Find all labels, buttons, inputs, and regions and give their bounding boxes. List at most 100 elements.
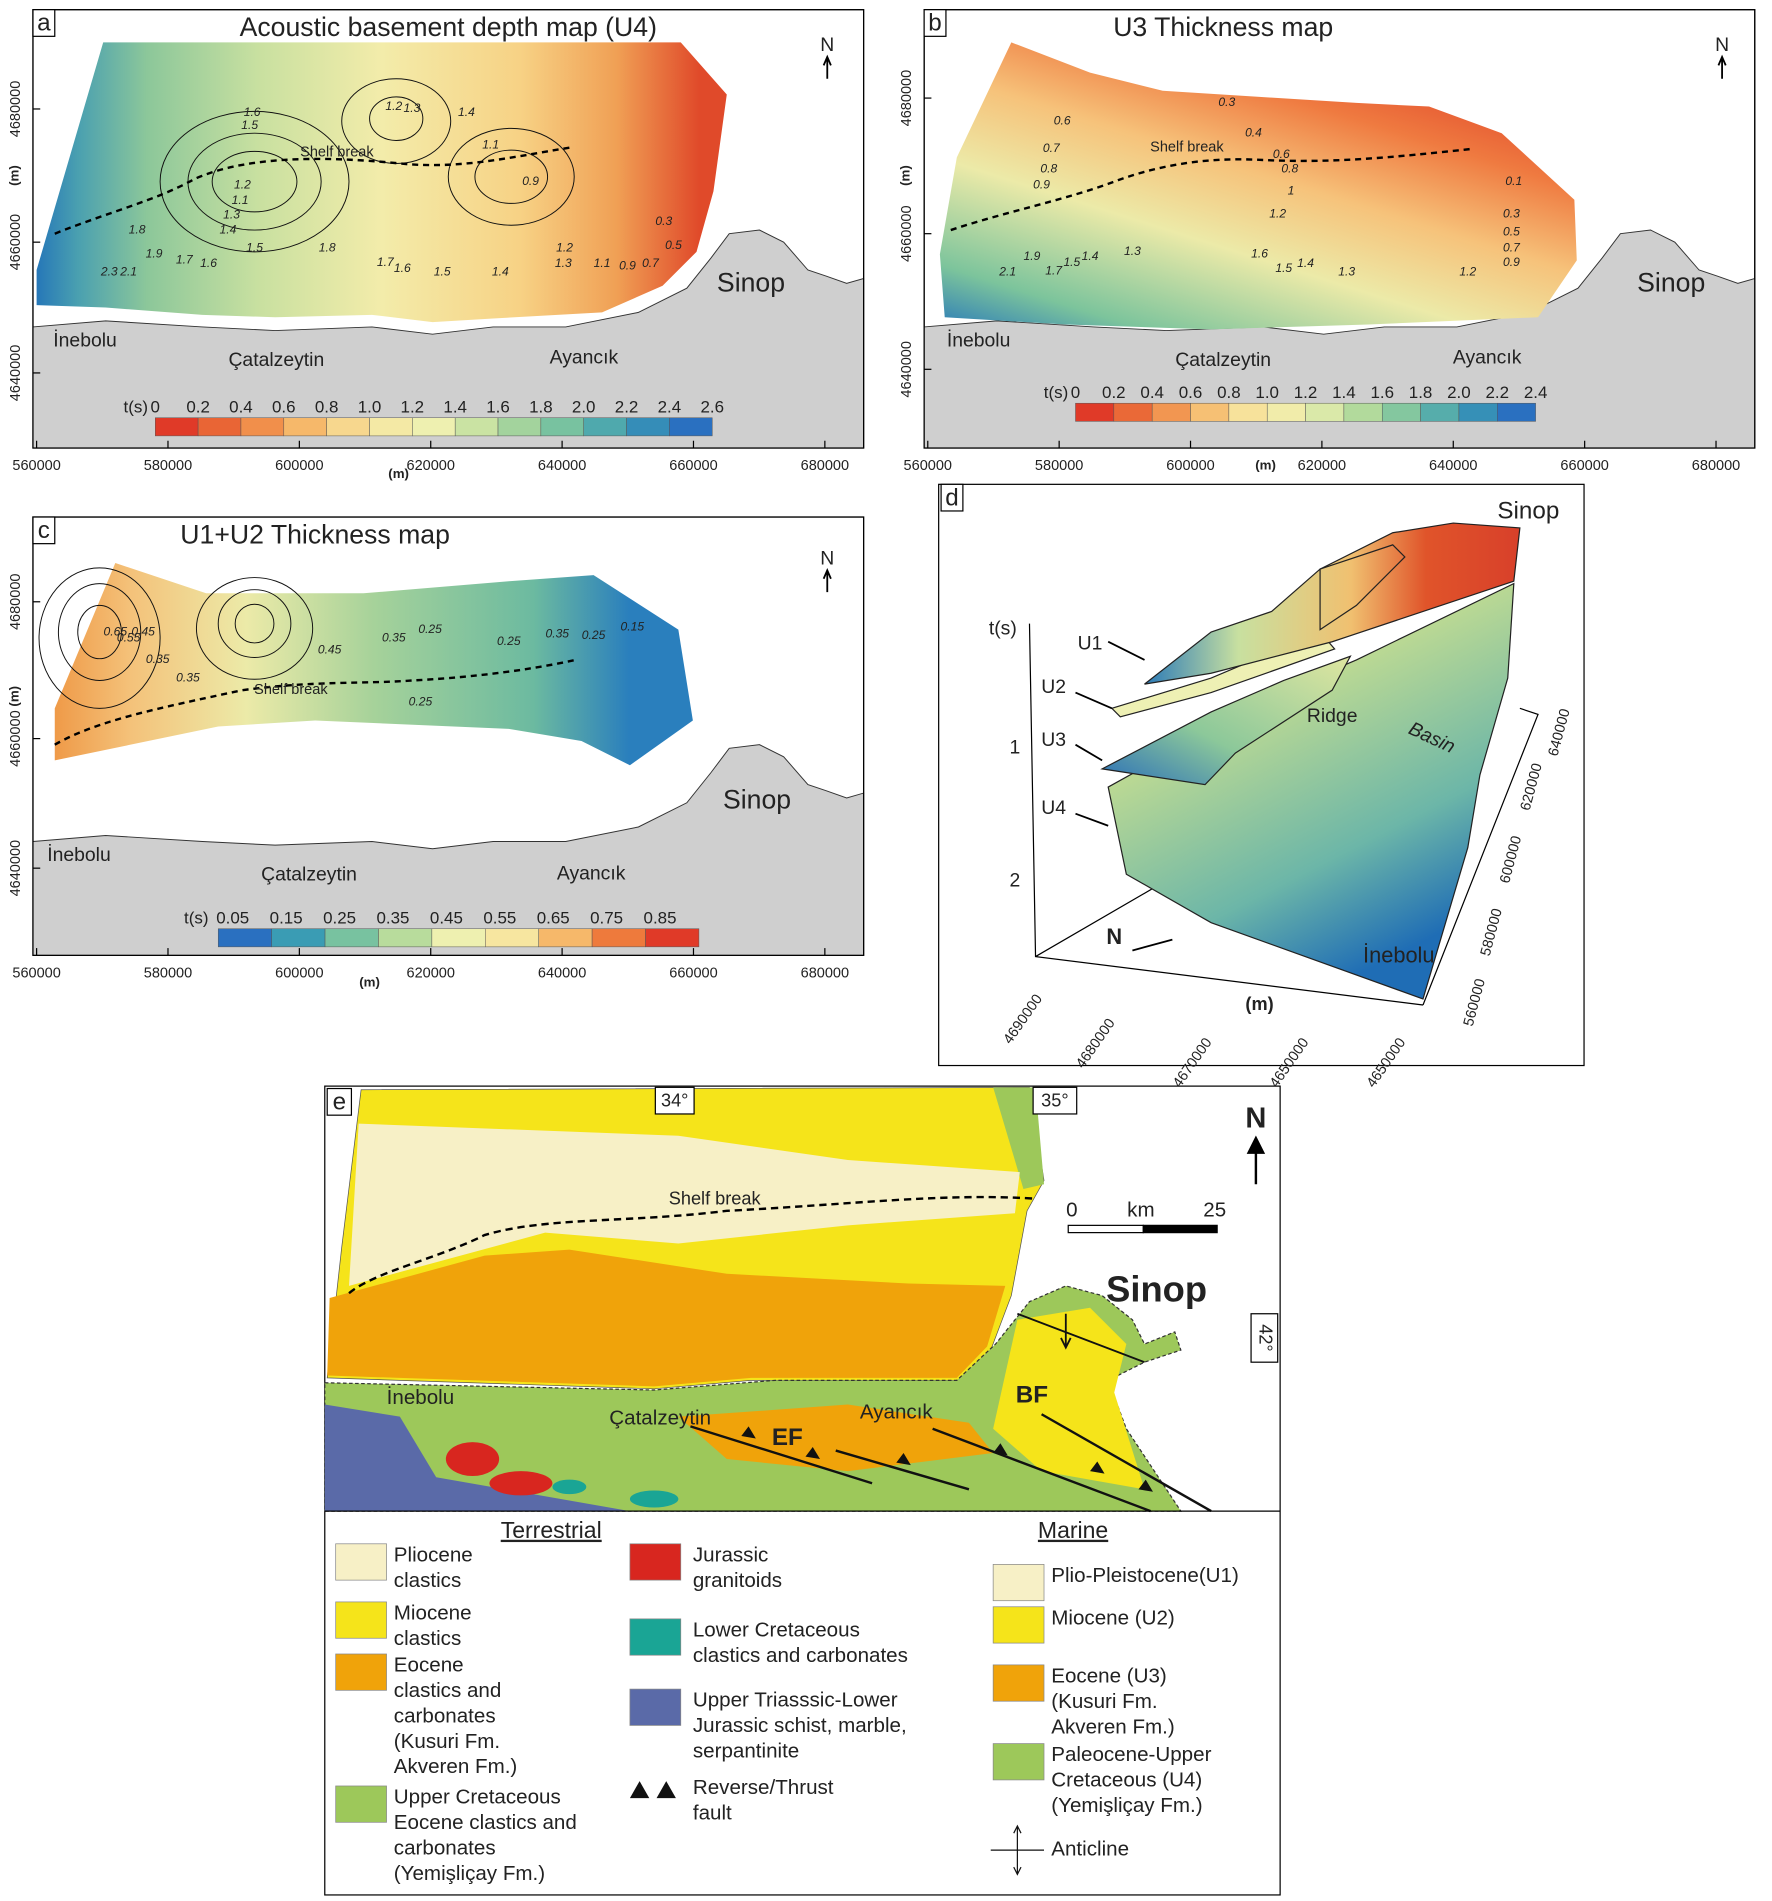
colorbar-tick-label: 2.4	[658, 398, 682, 417]
legend-swatch	[335, 1653, 387, 1691]
letter-box	[923, 9, 947, 37]
legend-text: carbonates	[394, 1704, 496, 1727]
lower-cretaceous	[552, 1479, 587, 1495]
granitoid	[489, 1471, 553, 1496]
x-tick-label: 640000	[538, 965, 586, 981]
legend-text: fault	[693, 1801, 732, 1824]
surface-label: U4	[1041, 797, 1066, 819]
x-tick-label: 640000	[1429, 458, 1477, 474]
colorbar-tick-label: 0.8	[1217, 383, 1241, 402]
legend-anticline-symbol	[990, 1824, 1045, 1876]
colorbar-cell	[645, 928, 700, 948]
panel-letter: e	[333, 1088, 346, 1115]
letter-box	[32, 516, 56, 545]
panel-title: U3 Thickness map	[1113, 12, 1333, 42]
legend-swatch	[992, 1606, 1045, 1644]
contour-label: 1.7	[176, 253, 194, 267]
contour-label: 1.7	[377, 255, 395, 269]
contour-label: 1.6	[394, 261, 411, 275]
contour-label: 0.35	[545, 627, 569, 641]
colorbar-cell	[326, 417, 370, 437]
contour-label: 0.25	[582, 628, 606, 642]
legend-text: Reverse/Thrust	[693, 1776, 834, 1799]
contour-label: 1.4	[220, 222, 237, 236]
contour-label: 1.3	[1124, 244, 1141, 258]
north-arrow	[822, 567, 832, 593]
panel-title: Acoustic basement depth map (U4)	[240, 12, 657, 42]
place-label: İnebolu	[1363, 942, 1434, 967]
surface-label: U2	[1041, 676, 1066, 698]
legend-text: (Yemişliçay Fm.)	[394, 1862, 545, 1885]
u4-unit	[993, 1087, 1045, 1190]
contour-label: 0.25	[409, 694, 433, 708]
colorbar-tick-label: 0.75	[590, 909, 623, 928]
contour-label: 1.8	[319, 240, 336, 254]
legend-swatch	[335, 1601, 387, 1639]
legend-text: serpantinite	[693, 1740, 799, 1763]
map-panel	[32, 9, 865, 449]
pliocene-unit	[348, 1123, 1020, 1286]
surface-label: U1	[1078, 632, 1103, 654]
legend-text: Miocene	[394, 1601, 472, 1624]
legend-text: Cretaceous (U4)	[1051, 1769, 1202, 1792]
letter-box	[32, 9, 56, 37]
label-box	[1250, 1313, 1279, 1363]
colorbar-tick-label: 2.0	[1447, 383, 1471, 402]
contour-label: 1.5	[246, 240, 263, 254]
colorbar-cell	[538, 928, 593, 948]
contour-label: 1.2	[1269, 207, 1286, 221]
legend-header: Marine	[1038, 1517, 1108, 1543]
legend-text: Eocene (U3)	[1051, 1664, 1167, 1687]
contour-label: 1.2	[556, 240, 573, 254]
contour-label: 1.2	[1459, 265, 1476, 279]
legend-text: Anticline	[1051, 1838, 1129, 1861]
contour-label: 0.7	[1043, 141, 1061, 155]
legend-text: Miocene (U2)	[1051, 1606, 1175, 1629]
contour-label: 1.6	[244, 105, 261, 119]
panel-title: U1+U2 Thickness map	[180, 519, 450, 549]
colorbar-label: t(s)	[124, 398, 148, 417]
colorbar-tick-label: 1.2	[401, 398, 425, 417]
contour-label: 0.8	[1281, 162, 1298, 176]
letter-box	[940, 483, 964, 512]
x-tick-label: 660000	[669, 965, 717, 981]
colorbar-cell	[1113, 402, 1153, 422]
place-label: İnebolu	[53, 329, 117, 352]
place-label: Ayancık	[1453, 347, 1522, 369]
colorbar-cell	[1151, 402, 1191, 422]
place-label: Sinop	[1637, 268, 1705, 298]
y-tick-label: 4680000	[8, 81, 24, 138]
colorbar-cell	[454, 417, 499, 437]
y-tick-label: 4660000	[8, 214, 24, 271]
contour-fill	[54, 563, 693, 766]
contour-label: 1.4	[492, 265, 509, 279]
contour-label: 1.5	[241, 118, 258, 132]
colorbar-tick-label: 1.8	[529, 398, 553, 417]
longitude-label: 34°	[661, 1091, 688, 1111]
north-label: N	[820, 34, 834, 56]
contour-label: 0.65	[104, 624, 128, 638]
land	[32, 744, 865, 956]
colorbar-cell	[1458, 402, 1498, 422]
contour-label: 2.3	[100, 265, 118, 279]
colorbar-cell	[497, 417, 542, 437]
colorbar-cell	[1343, 402, 1383, 422]
contour-label: 0.35	[146, 652, 170, 666]
y-tick-label: 4640000	[8, 840, 24, 897]
colorbar-tick-label: 0.6	[1179, 383, 1203, 402]
legend-swatch	[992, 1664, 1045, 1702]
colorbar-tick-label: 1.8	[1409, 383, 1433, 402]
place-label: Çatalzeytin	[609, 1407, 711, 1430]
contour-label: 1.4	[1297, 256, 1314, 270]
x-tick-label: 580000	[144, 965, 192, 981]
y-tick-label: 4680000	[8, 574, 24, 631]
legend-text: Akveren Fm.)	[1051, 1715, 1175, 1738]
colorbar-tick-label: 2.2	[615, 398, 639, 417]
contour-label: 0.15	[621, 619, 645, 633]
contour-label: 0.25	[418, 622, 442, 636]
legend-text: Upper Triasssic-Lower	[693, 1689, 898, 1712]
shelf-break-line	[950, 147, 1472, 232]
colorbar-cell	[155, 417, 199, 437]
contour-label: 2.1	[119, 265, 137, 279]
colorbar-cell	[1497, 402, 1536, 422]
